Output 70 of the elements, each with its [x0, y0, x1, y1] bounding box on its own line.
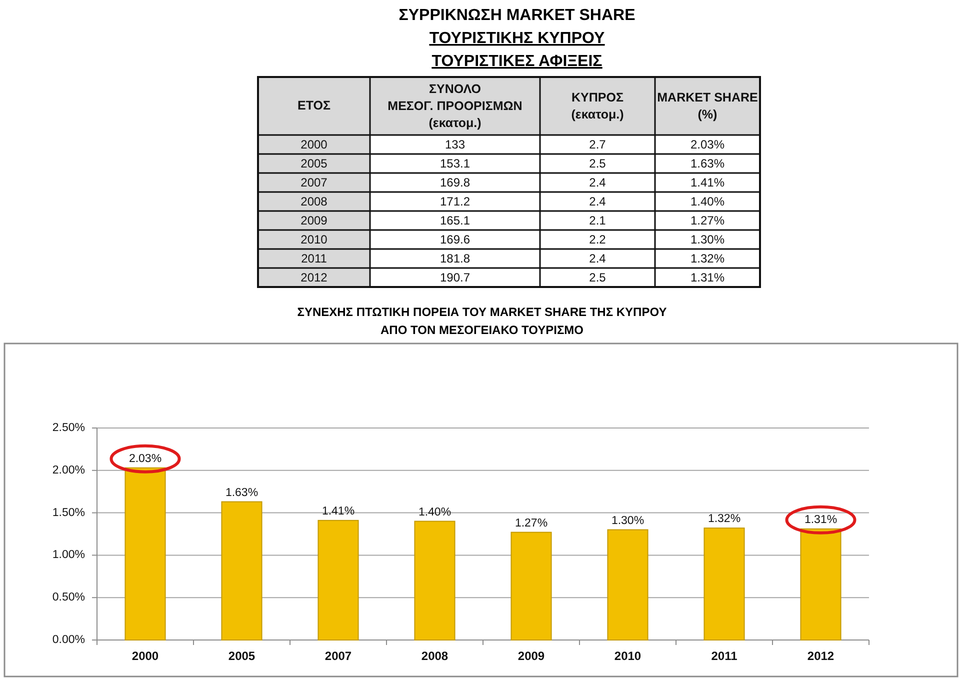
- bar: [607, 529, 648, 640]
- x-tick-label: 2005: [228, 649, 256, 664]
- data-label: 1.31%: [804, 514, 838, 526]
- data-label: 1.27%: [514, 517, 548, 530]
- text: 1.63%: [690, 156, 725, 171]
- x-tick-label: 2009: [518, 649, 545, 664]
- chart-subtitle: ΤΟΥΡΙΣΤΙΚΗΣ ΚΥΠΡΟΥ ΤΟΥΡΙΣΤΙΚΕΣ ΑΦΙΞΕΙΣ: [429, 30, 606, 70]
- bar: [414, 520, 456, 640]
- chart-title: ΣΥΝΕΧΗΣ ΠΤΩΤΙΚΗ ΠΟΡΕΙΑ ΤΟΥ MARKET SHARE ΤΗΣ ΚΥΠΡΟΥ: [297, 305, 667, 320]
- x-tick-label: 2011: [711, 649, 738, 664]
- chart-title: ΣΥΡΡΙΚΝΩΣΗ MARKET SHARE: [398, 7, 636, 24]
- x-tick-label: 2000: [132, 649, 159, 664]
- data-label: 1.63%: [225, 486, 258, 499]
- y-tick-label: 2011: [301, 252, 328, 266]
- text: 181.8: [440, 252, 470, 266]
- bar: [800, 528, 842, 640]
- y-tick-label: 0.00%: [52, 634, 85, 646]
- x-tick-label: 2008: [421, 649, 448, 664]
- y-tick-label: 2012: [300, 270, 328, 285]
- text: 2.4: [589, 252, 606, 266]
- y-tick-label: 0.50%: [52, 592, 85, 604]
- y-tick-label: 2005: [300, 156, 328, 171]
- text: 1.32%: [690, 252, 725, 266]
- y-tick-label: 1.00%: [52, 549, 85, 562]
- text: 133: [444, 138, 466, 152]
- data-label: 1.30%: [611, 514, 644, 527]
- y-tick-label: 2007: [300, 176, 328, 190]
- text: 2.5: [589, 156, 606, 171]
- y-tick-label: 2000: [300, 138, 328, 152]
- y-tick-label: 2009: [300, 214, 328, 228]
- text: 1.41%: [690, 176, 725, 190]
- x-tick-label: 2010: [614, 649, 642, 664]
- data-label: 1.40%: [418, 506, 452, 518]
- x-tick-label: 2007: [324, 649, 352, 664]
- y-tick-label: 2.50%: [52, 422, 85, 434]
- y-tick-label: 2010: [300, 232, 328, 247]
- text: 1.27%: [690, 214, 725, 228]
- bar: [221, 501, 262, 640]
- y-tick-label: 1.50%: [52, 506, 85, 519]
- x-tick-label: MARKET SHARE (%): [657, 90, 758, 122]
- text: 2.4: [589, 176, 606, 190]
- text: 169.6: [440, 232, 470, 247]
- data-label: 2.03%: [128, 452, 162, 465]
- x-tick-label: ΣΥΝΟΛΟ ΜΕΣΟΓ. ΠΡΟΟΡΙΣΜΩΝ (εκατομ.): [388, 82, 522, 130]
- text: 153.1: [440, 156, 470, 171]
- data-label: 1.41%: [322, 505, 355, 518]
- chart-subtitle: ΑΠΟ ΤΟΝ ΜΕΣΟΓΕΙΑΚΟ ΤΟΥΡΙΣΜΟ: [380, 323, 584, 338]
- text: 2.03%: [690, 138, 725, 152]
- text: 1.30%: [690, 232, 725, 247]
- text: 2.7: [589, 138, 606, 152]
- text: 190.7: [440, 270, 470, 285]
- bar: [318, 520, 359, 640]
- text: 171.2: [440, 194, 470, 209]
- data-label: 1.32%: [708, 513, 741, 526]
- y-axis-title: ΕΤΟΣ: [298, 98, 331, 112]
- text: 2.1: [589, 214, 606, 228]
- x-tick-label: ΚΥΠΡΟΣ (εκατομ.): [571, 90, 624, 122]
- bar: [704, 528, 745, 640]
- text: 2.2: [589, 232, 606, 247]
- text: 2.4: [589, 194, 606, 209]
- bar: [124, 467, 166, 640]
- text: 2.5: [589, 270, 606, 285]
- text: 165.1: [440, 214, 470, 228]
- y-tick-label: 2008: [300, 194, 328, 209]
- y-tick-label: 2.00%: [52, 464, 85, 476]
- x-tick-label: 2012: [807, 649, 834, 664]
- bar: [510, 532, 552, 640]
- text: 1.31%: [690, 270, 725, 285]
- text: 169.8: [440, 176, 470, 190]
- text: 1.40%: [690, 194, 725, 209]
